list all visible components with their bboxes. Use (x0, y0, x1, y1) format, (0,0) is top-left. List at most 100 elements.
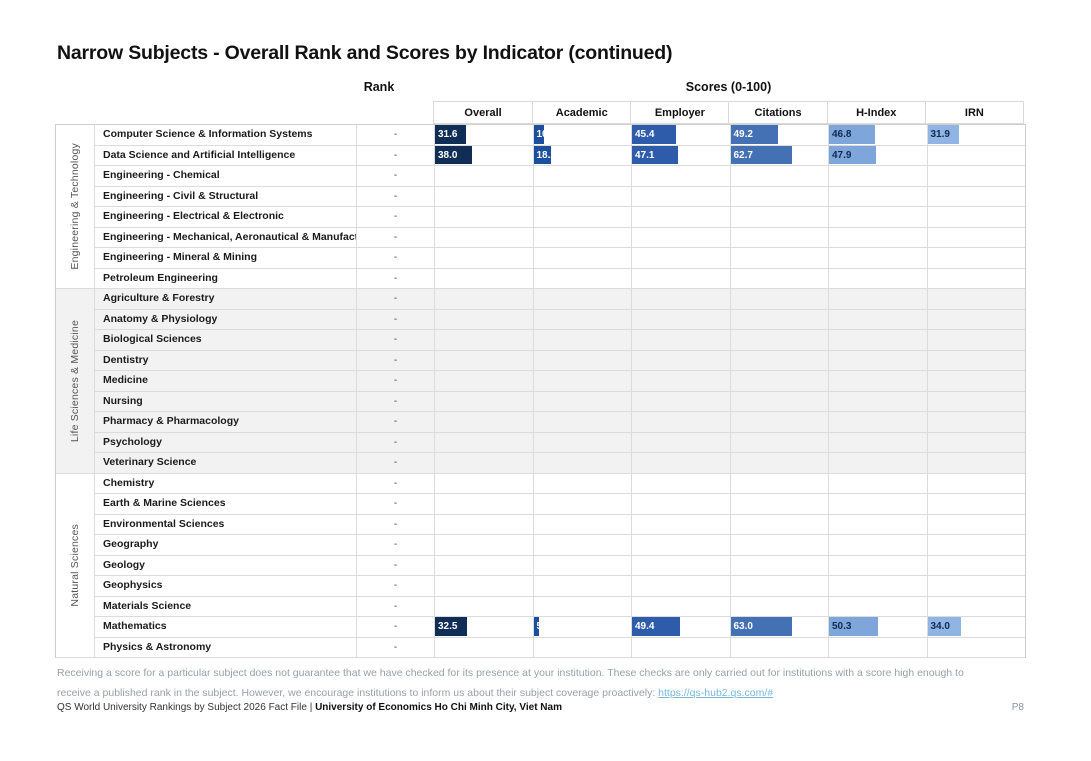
score-cell-citations (729, 514, 828, 535)
score-cell-employer (631, 350, 730, 371)
score-cell-irn (926, 268, 1025, 289)
score-cell-h_index (828, 391, 927, 412)
column-header-overall: Overall (464, 106, 502, 119)
rank-cell: - (356, 309, 434, 330)
score-cell-academic (532, 576, 631, 597)
score-cell-employer (631, 289, 730, 310)
score-cell-employer (631, 514, 730, 535)
score-cell-h_index (828, 268, 927, 289)
score-cell-academic (532, 166, 631, 187)
score-cell-citations (729, 494, 828, 515)
rank-cell: - (356, 637, 434, 658)
score-cell-overall (434, 186, 533, 207)
score-bar-overall: 32.5 (435, 617, 467, 636)
score-cell-overall (434, 289, 533, 310)
page-footer: QS World University Rankings by Subject … (57, 702, 1024, 713)
subject-cell: Environmental Sciences (94, 514, 356, 535)
score-cell-citations (729, 166, 828, 187)
score-bar-h_index: 46.8 (829, 125, 875, 144)
subjects-table: Engineering & Technology Computer Science… (55, 124, 1026, 658)
subject-cell: Geophysics (94, 576, 356, 597)
score-cell-h_index: 47.9 (828, 145, 927, 166)
score-cell-irn (926, 309, 1025, 330)
score-cell-irn (926, 596, 1025, 617)
score-value: 5.8 (534, 617, 540, 636)
score-bar-irn: 34.0 (927, 617, 961, 636)
score-cell-irn (926, 514, 1025, 535)
score-bar-overall: 31.6 (435, 125, 466, 144)
score-cell-overall (434, 207, 533, 228)
score-cell-irn (926, 207, 1025, 228)
score-cell-employer (631, 309, 730, 330)
score-cell-citations (729, 268, 828, 289)
score-cell-citations (729, 596, 828, 617)
score-cell-h_index (828, 514, 927, 535)
score-cell-citations (729, 453, 828, 474)
subject-cell: Data Science and Artificial Intelligence (94, 145, 356, 166)
score-value: 38.0 (438, 149, 458, 161)
disclaimer-line-2: receive a published rank in the subject.… (57, 687, 659, 699)
rank-cell: - (356, 596, 434, 617)
score-cell-citations (729, 535, 828, 556)
subject-cell: Materials Science (94, 596, 356, 617)
subject-cell: Engineering - Civil & Structural (94, 186, 356, 207)
score-cell-h_index (828, 494, 927, 515)
score-cell-academic: 5.8 (532, 617, 631, 638)
score-cell-overall (434, 227, 533, 248)
subject-cell: Anatomy & Physiology (94, 309, 356, 330)
subject-cell: Geography (94, 535, 356, 556)
score-cell-employer (631, 371, 730, 392)
score-cell-academic (532, 289, 631, 310)
rank-column-header: Rank (363, 80, 395, 94)
score-cell-overall (434, 555, 533, 576)
score-bar-citations: 62.7 (730, 145, 792, 164)
score-bar-employer: 47.1 (632, 145, 678, 164)
score-cell-employer (631, 637, 730, 658)
score-cell-employer (631, 494, 730, 515)
rank-cell: - (356, 248, 434, 269)
score-value: 18.2 (536, 149, 552, 161)
score-cell-h_index (828, 289, 927, 310)
score-cell-academic (532, 248, 631, 269)
score-value: 31.9 (930, 129, 950, 140)
score-cell-academic (532, 309, 631, 330)
rank-cell: - (356, 453, 434, 474)
score-cell-academic (532, 330, 631, 351)
score-cell-h_index (828, 248, 927, 269)
score-column-headers: Overall Academic Employer Citations H-Index I… (433, 101, 1024, 124)
rank-cell: - (356, 268, 434, 289)
score-cell-overall (434, 330, 533, 351)
score-cell-academic (532, 432, 631, 453)
rank-cell: - (356, 207, 434, 228)
score-cell-overall (434, 248, 533, 269)
score-cell-academic (532, 637, 631, 658)
score-value: 63.0 (733, 621, 753, 632)
score-value: 31.6 (438, 129, 458, 140)
score-cell-overall (434, 596, 533, 617)
score-cell-overall (434, 350, 533, 371)
rank-cell: - (356, 494, 434, 515)
rank-cell: - (356, 617, 434, 638)
score-cell-academic: 18.2 (532, 145, 631, 166)
subject-cell: Engineering - Mechanical, Aeronautical &… (94, 227, 356, 248)
qs-hub-link[interactable]: https://qs-hub2.qs.com/# (658, 687, 774, 699)
score-cell-academic (532, 453, 631, 474)
rank-cell: - (356, 125, 434, 146)
score-cell-overall (434, 309, 533, 330)
group-label-life-sciences-medicine: Life Sciences & Medicine (56, 289, 94, 474)
score-cell-irn (926, 350, 1025, 371)
score-cell-employer (631, 453, 730, 474)
score-bar-citations: 63.0 (730, 617, 792, 636)
subject-cell: Veterinary Science (94, 453, 356, 474)
rank-cell: - (356, 432, 434, 453)
score-bar-irn: 31.9 (927, 125, 959, 144)
column-header-citations: Citations (728, 102, 826, 123)
score-cell-h_index (828, 596, 927, 617)
score-value: 32.5 (438, 621, 458, 632)
subject-cell: Mathematics (94, 617, 356, 638)
score-cell-overall (434, 432, 533, 453)
score-value: 10.4 (536, 129, 544, 140)
rank-cell: - (356, 166, 434, 187)
score-cell-h_index (828, 473, 927, 494)
score-cell-overall (434, 166, 533, 187)
